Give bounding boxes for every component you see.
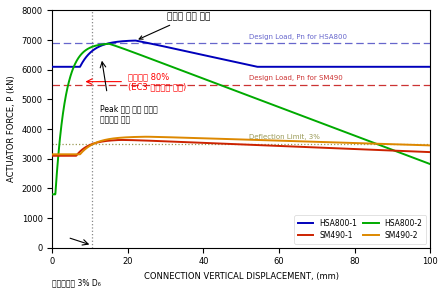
Legend: HSA800-1, SM490-1, HSA800-2, SM490-2: HSA800-1, SM490-1, HSA800-2, SM490-2 (294, 215, 426, 244)
Y-axis label: ACTUATOR FORCE, P (kN): ACTUATOR FORCE, P (kN) (7, 76, 16, 183)
Text: 최대강도 80%
(EC3 설계기준 강도): 최대강도 80% (EC3 설계기준 강도) (128, 72, 186, 91)
X-axis label: CONNECTION VERTICAL DISPLACEMENT, (mm): CONNECTION VERTICAL DISPLACEMENT, (mm) (144, 272, 339, 281)
Text: Design Load, Pn for HSA800: Design Load, Pn for HSA800 (249, 33, 347, 40)
Text: Design Load, Pn for SM490: Design Load, Pn for SM490 (249, 75, 343, 81)
Text: 변형한계점 3% D₆: 변형한계점 3% D₆ (53, 279, 101, 287)
Text: Peak 도달 이전 종방향
용접균열 발생: Peak 도달 이전 종방향 용접균열 발생 (100, 105, 158, 124)
Text: 접합부 성능 만족: 접합부 성능 만족 (139, 12, 210, 39)
Text: Deflection Limit, 3%: Deflection Limit, 3% (249, 134, 320, 140)
